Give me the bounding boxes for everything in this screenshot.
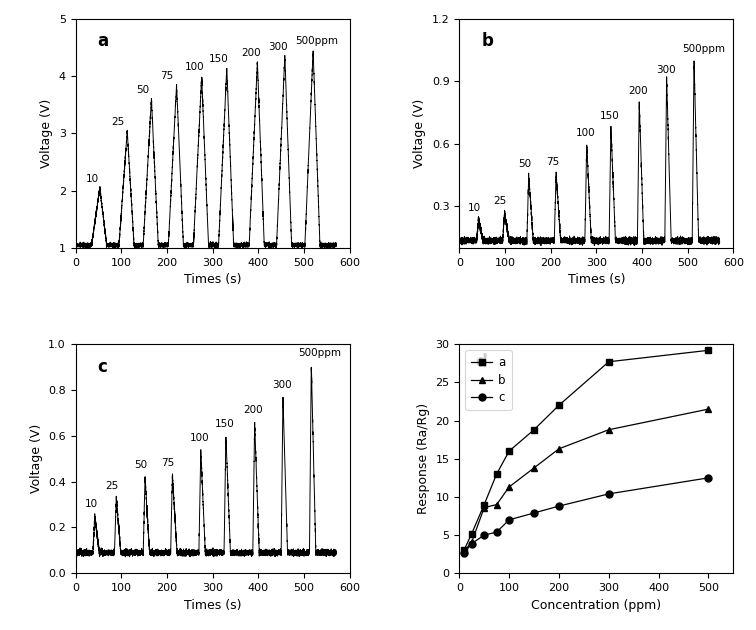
- a: [467, 530, 476, 537]
- a: [604, 358, 613, 365]
- Y-axis label: Voltage (V): Voltage (V): [414, 99, 426, 168]
- Y-axis label: Response (Ra/Rg): Response (Ra/Rg): [417, 403, 430, 514]
- b: [604, 426, 613, 433]
- a: [504, 447, 513, 455]
- b: [554, 445, 563, 452]
- Line: b: b: [460, 406, 712, 554]
- Text: 200: 200: [628, 86, 648, 96]
- c: [529, 509, 538, 517]
- Text: 75: 75: [546, 157, 559, 167]
- b: [504, 483, 513, 491]
- Line: a: a: [460, 347, 712, 553]
- Text: 75: 75: [160, 71, 174, 81]
- Text: 50: 50: [519, 159, 531, 169]
- a: [704, 346, 713, 354]
- c: [554, 502, 563, 510]
- a: [460, 546, 469, 553]
- Line: c: c: [460, 474, 712, 556]
- Text: 75: 75: [162, 458, 175, 468]
- X-axis label: Times (s): Times (s): [184, 598, 241, 612]
- Text: 10: 10: [85, 174, 99, 184]
- Text: 200: 200: [243, 405, 263, 415]
- c: [704, 474, 713, 481]
- X-axis label: Times (s): Times (s): [184, 273, 241, 286]
- a: [479, 501, 488, 508]
- c: [479, 531, 488, 539]
- Text: 500ppm: 500ppm: [295, 37, 338, 47]
- Text: 500ppm: 500ppm: [682, 44, 725, 54]
- Text: 150: 150: [600, 111, 620, 121]
- Text: b: b: [481, 32, 493, 50]
- c: [504, 516, 513, 524]
- Text: 100: 100: [190, 433, 209, 443]
- X-axis label: Times (s): Times (s): [568, 273, 625, 286]
- c: [492, 529, 501, 536]
- Text: 300: 300: [655, 65, 675, 75]
- b: [467, 538, 476, 546]
- b: [479, 504, 488, 512]
- Y-axis label: Voltage (V): Voltage (V): [40, 99, 53, 168]
- Text: c: c: [98, 358, 107, 375]
- Text: 25: 25: [111, 117, 125, 127]
- Text: 100: 100: [576, 128, 596, 137]
- Text: 50: 50: [136, 85, 149, 95]
- a: [492, 470, 501, 478]
- Text: 150: 150: [209, 54, 229, 64]
- a: [529, 426, 538, 433]
- Text: d: d: [476, 353, 488, 371]
- X-axis label: Concentration (ppm): Concentration (ppm): [531, 598, 662, 612]
- b: [529, 464, 538, 472]
- Text: 10: 10: [85, 499, 98, 509]
- Text: 100: 100: [185, 62, 205, 72]
- b: [492, 501, 501, 508]
- Text: 300: 300: [268, 42, 288, 52]
- Text: 50: 50: [134, 460, 147, 470]
- c: [460, 549, 469, 556]
- b: [460, 547, 469, 555]
- Text: 25: 25: [493, 197, 507, 207]
- Text: 500ppm: 500ppm: [299, 348, 342, 358]
- Text: 300: 300: [272, 380, 292, 390]
- b: [704, 405, 713, 413]
- Text: 25: 25: [105, 481, 118, 491]
- Text: a: a: [98, 32, 109, 50]
- c: [604, 490, 613, 498]
- Text: 10: 10: [467, 203, 481, 212]
- a: [554, 401, 563, 409]
- Text: 150: 150: [215, 419, 234, 429]
- Y-axis label: Voltage (V): Voltage (V): [29, 424, 42, 493]
- Text: 200: 200: [241, 48, 261, 58]
- Legend: a, b, c: a, b, c: [465, 350, 512, 410]
- c: [467, 540, 476, 547]
